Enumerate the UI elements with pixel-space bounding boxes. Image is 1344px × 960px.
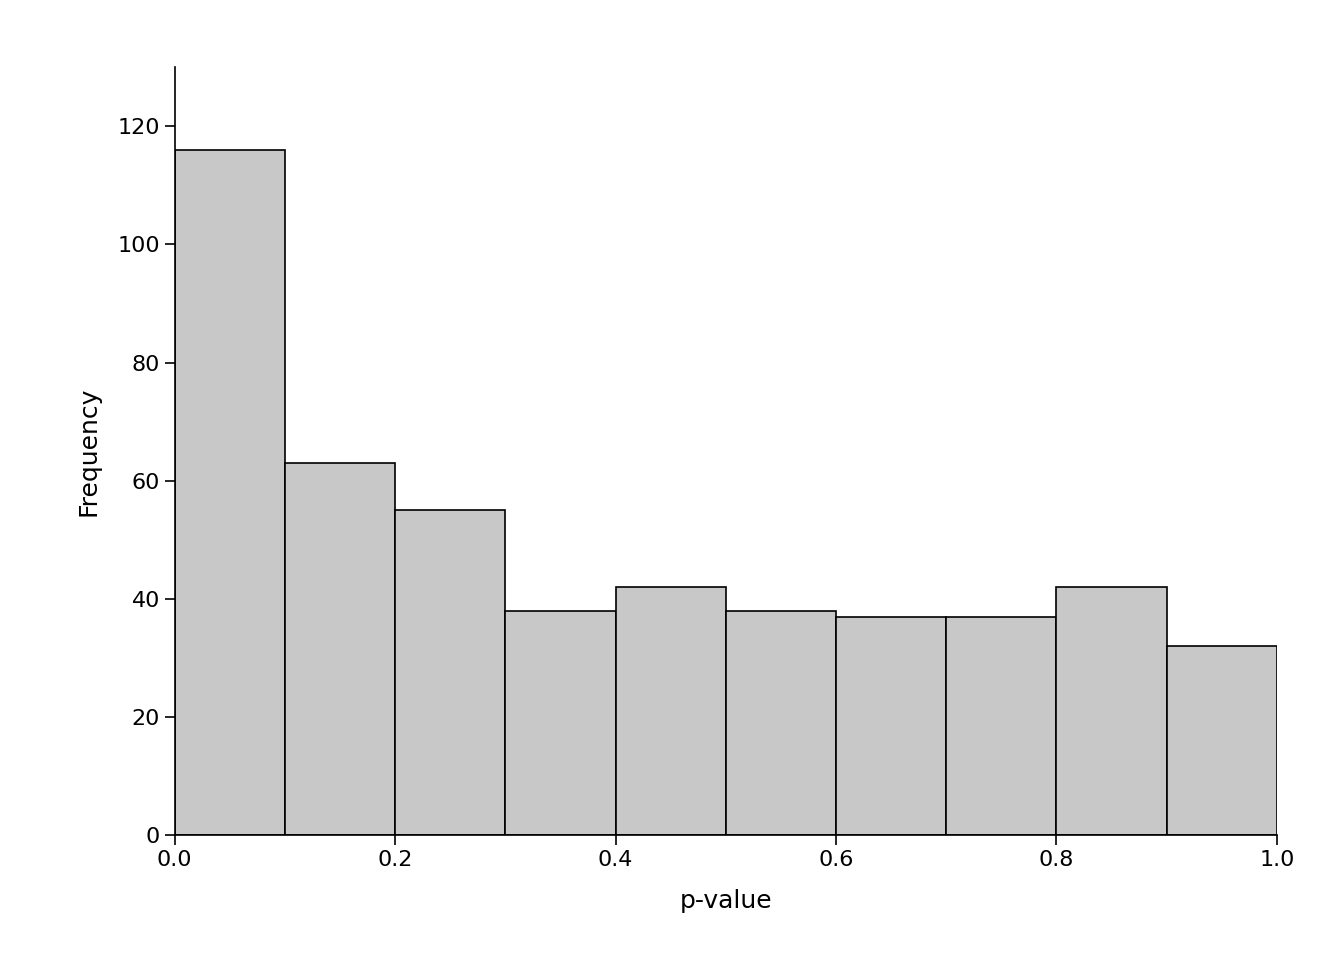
Bar xyxy=(616,588,726,835)
Bar xyxy=(1056,588,1167,835)
Bar xyxy=(285,463,395,835)
Bar xyxy=(175,150,285,835)
Bar xyxy=(946,616,1056,835)
Bar xyxy=(836,616,946,835)
Bar xyxy=(395,511,505,835)
Y-axis label: Frequency: Frequency xyxy=(77,387,101,516)
Bar xyxy=(726,611,836,835)
Bar xyxy=(1167,646,1277,835)
X-axis label: p-value: p-value xyxy=(680,889,771,913)
Bar xyxy=(505,611,616,835)
